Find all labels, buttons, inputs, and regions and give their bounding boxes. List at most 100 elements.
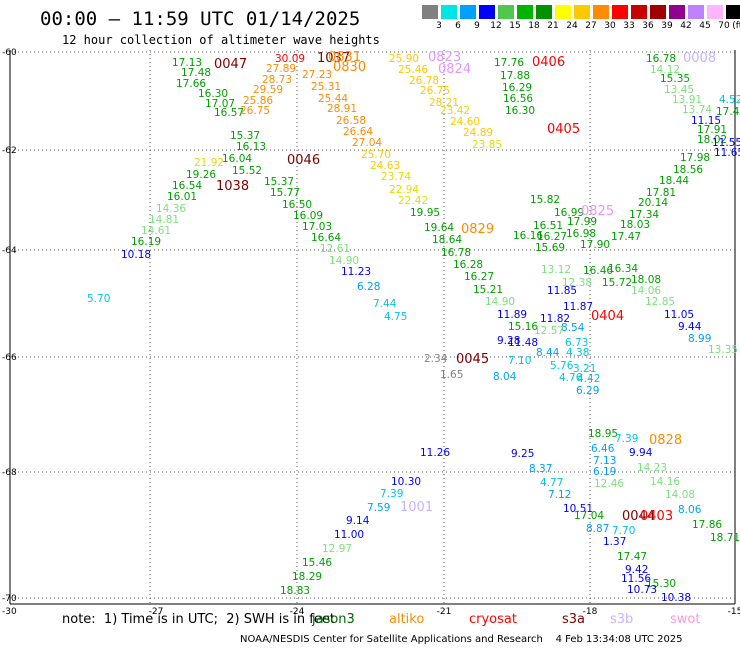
swh-observation: 11.87 bbox=[563, 301, 593, 313]
observations-layer: 17.1317.4817.6616.3017.0716.5715.3716.13… bbox=[87, 53, 740, 604]
swh-observation: 13.91 bbox=[672, 94, 702, 106]
swh-observation: 16.27 bbox=[464, 271, 494, 283]
swh-observation: 26.75 bbox=[420, 85, 450, 97]
swh-observation: 18.44 bbox=[659, 175, 689, 187]
swh-observation: 28.73 bbox=[262, 74, 292, 86]
swh-observation: 15.21 bbox=[473, 284, 503, 296]
swh-observation: 22.94 bbox=[389, 184, 419, 196]
scale-label: 18 bbox=[528, 21, 540, 31]
scale-swatch bbox=[441, 5, 457, 19]
swh-observation: 17.88 bbox=[500, 70, 530, 82]
scale-label: 39 bbox=[661, 21, 673, 31]
swh-observation: 16.28 bbox=[453, 259, 483, 271]
swh-observation: 8.37 bbox=[529, 463, 552, 475]
scale-label: 36 bbox=[642, 21, 654, 31]
footer-credit: NOAA/NESDIS Center for Satellite Applica… bbox=[240, 634, 683, 645]
pass-time-label: 0825 bbox=[581, 204, 614, 219]
scale-label: 70 bbox=[718, 21, 730, 31]
swh-observation: 15.46 bbox=[302, 557, 332, 569]
pass-time-label: 1001 bbox=[400, 500, 433, 515]
swh-observation: 13.35 bbox=[708, 344, 738, 356]
scale-swatch bbox=[422, 5, 438, 19]
swh-observation: 29.59 bbox=[253, 84, 283, 96]
swh-observation: 24.60 bbox=[450, 116, 480, 128]
swh-observation: 28.21 bbox=[429, 97, 459, 109]
swh-observation: 13.12 bbox=[541, 264, 571, 276]
swh-observation: 7.10 bbox=[508, 355, 531, 367]
scale-unit: (ft) bbox=[732, 21, 740, 31]
y-tick-label: -70 bbox=[2, 594, 17, 604]
graticule bbox=[10, 50, 735, 604]
swh-observation: 27.89 bbox=[266, 63, 296, 75]
map-frame bbox=[9, 50, 736, 605]
pass-time-label: 0824 bbox=[438, 62, 471, 77]
swh-observation: 14.81 bbox=[149, 214, 179, 226]
swh-observation: 16.99 bbox=[554, 207, 584, 219]
pass-time-label: 0823 bbox=[428, 50, 461, 65]
swh-observation: 17.48 bbox=[181, 67, 211, 79]
swh-observation: 12.57 bbox=[534, 325, 564, 337]
swh-observation: 11.00 bbox=[334, 529, 364, 541]
swh-observation: 3.21 bbox=[573, 363, 596, 375]
swh-observation: 16.56 bbox=[503, 93, 533, 105]
swh-observation: 15.69 bbox=[535, 242, 565, 254]
swh-observation: 16.27 bbox=[537, 231, 567, 243]
swh-observation: 13.45 bbox=[664, 84, 694, 96]
swh-observation: 30.09 bbox=[275, 53, 305, 65]
scale-label: 45 bbox=[699, 21, 711, 31]
swh-observation: 14.23 bbox=[637, 462, 667, 474]
swh-observation: 26.64 bbox=[343, 126, 373, 138]
scale-swatch bbox=[479, 5, 495, 19]
swh-observation: 17.47 bbox=[611, 231, 641, 243]
swh-observation: 10.18 bbox=[121, 249, 151, 261]
swh-observation: 8.54 bbox=[561, 322, 585, 334]
swh-observation: 14.06 bbox=[631, 285, 661, 297]
swh-observation: 15.72 bbox=[602, 277, 632, 289]
y-tick-label: -62 bbox=[2, 146, 17, 156]
swh-observation: 26.75 bbox=[240, 105, 270, 117]
swh-observation: 1.65 bbox=[440, 369, 463, 381]
swh-observation: 10.38 bbox=[661, 592, 691, 604]
swh-observation: 18.08 bbox=[631, 274, 661, 286]
swh-observation: 16.78 bbox=[441, 247, 471, 259]
scale-label: 9 bbox=[474, 21, 480, 31]
swh-observation: 5.70 bbox=[87, 293, 110, 305]
swh-observation: 16.30 bbox=[505, 105, 535, 117]
swh-observation: 15.82 bbox=[530, 194, 560, 206]
swh-observation: 16.54 bbox=[172, 180, 202, 192]
swh-observation: 9.14 bbox=[346, 515, 370, 527]
scale-swatch bbox=[631, 5, 647, 19]
scale-label: 27 bbox=[585, 21, 597, 31]
swh-observation: 9.25 bbox=[511, 448, 534, 460]
scale-swatch bbox=[460, 5, 476, 19]
pass-time-label: 0831 bbox=[328, 50, 361, 65]
swh-observation: 8.99 bbox=[688, 333, 711, 345]
swh-observation: 16.64 bbox=[311, 232, 341, 244]
swh-observation: 11.82 bbox=[540, 313, 570, 325]
swh-observation: 16.04 bbox=[222, 153, 252, 165]
swh-observation: 16.16 bbox=[513, 230, 543, 242]
y-tick-label: -68 bbox=[2, 468, 17, 478]
swh-observation: 17.07 bbox=[205, 98, 235, 110]
swh-observation: 14.90 bbox=[329, 255, 359, 267]
swh-observation: 15.30 bbox=[646, 578, 676, 590]
swh-observation: 11.23 bbox=[341, 266, 371, 278]
swh-observation: 7.59 bbox=[367, 502, 390, 514]
swh-observation: 17.47 bbox=[617, 551, 647, 563]
swh-observation: 9.42 bbox=[625, 564, 648, 576]
swh-observation: 19.64 bbox=[424, 222, 454, 234]
pass-time-label: 0404 bbox=[591, 309, 624, 324]
swh-observation: 17.13 bbox=[172, 57, 202, 69]
swh-observation: 10.51 bbox=[563, 503, 593, 515]
swh-observation: 11.89 bbox=[497, 309, 527, 321]
x-tick-label: -18 bbox=[583, 607, 598, 617]
scale-swatch bbox=[612, 5, 628, 19]
x-tick-label: -24 bbox=[290, 607, 305, 617]
swh-observation: 16.46 bbox=[583, 265, 613, 277]
pass-time-label: 0829 bbox=[461, 222, 494, 237]
legend-item-cryosat: cryosat bbox=[469, 612, 517, 627]
swh-observation: 23.85 bbox=[472, 139, 502, 151]
scale-swatch bbox=[593, 5, 609, 19]
swh-observation: 8.04 bbox=[493, 371, 517, 383]
